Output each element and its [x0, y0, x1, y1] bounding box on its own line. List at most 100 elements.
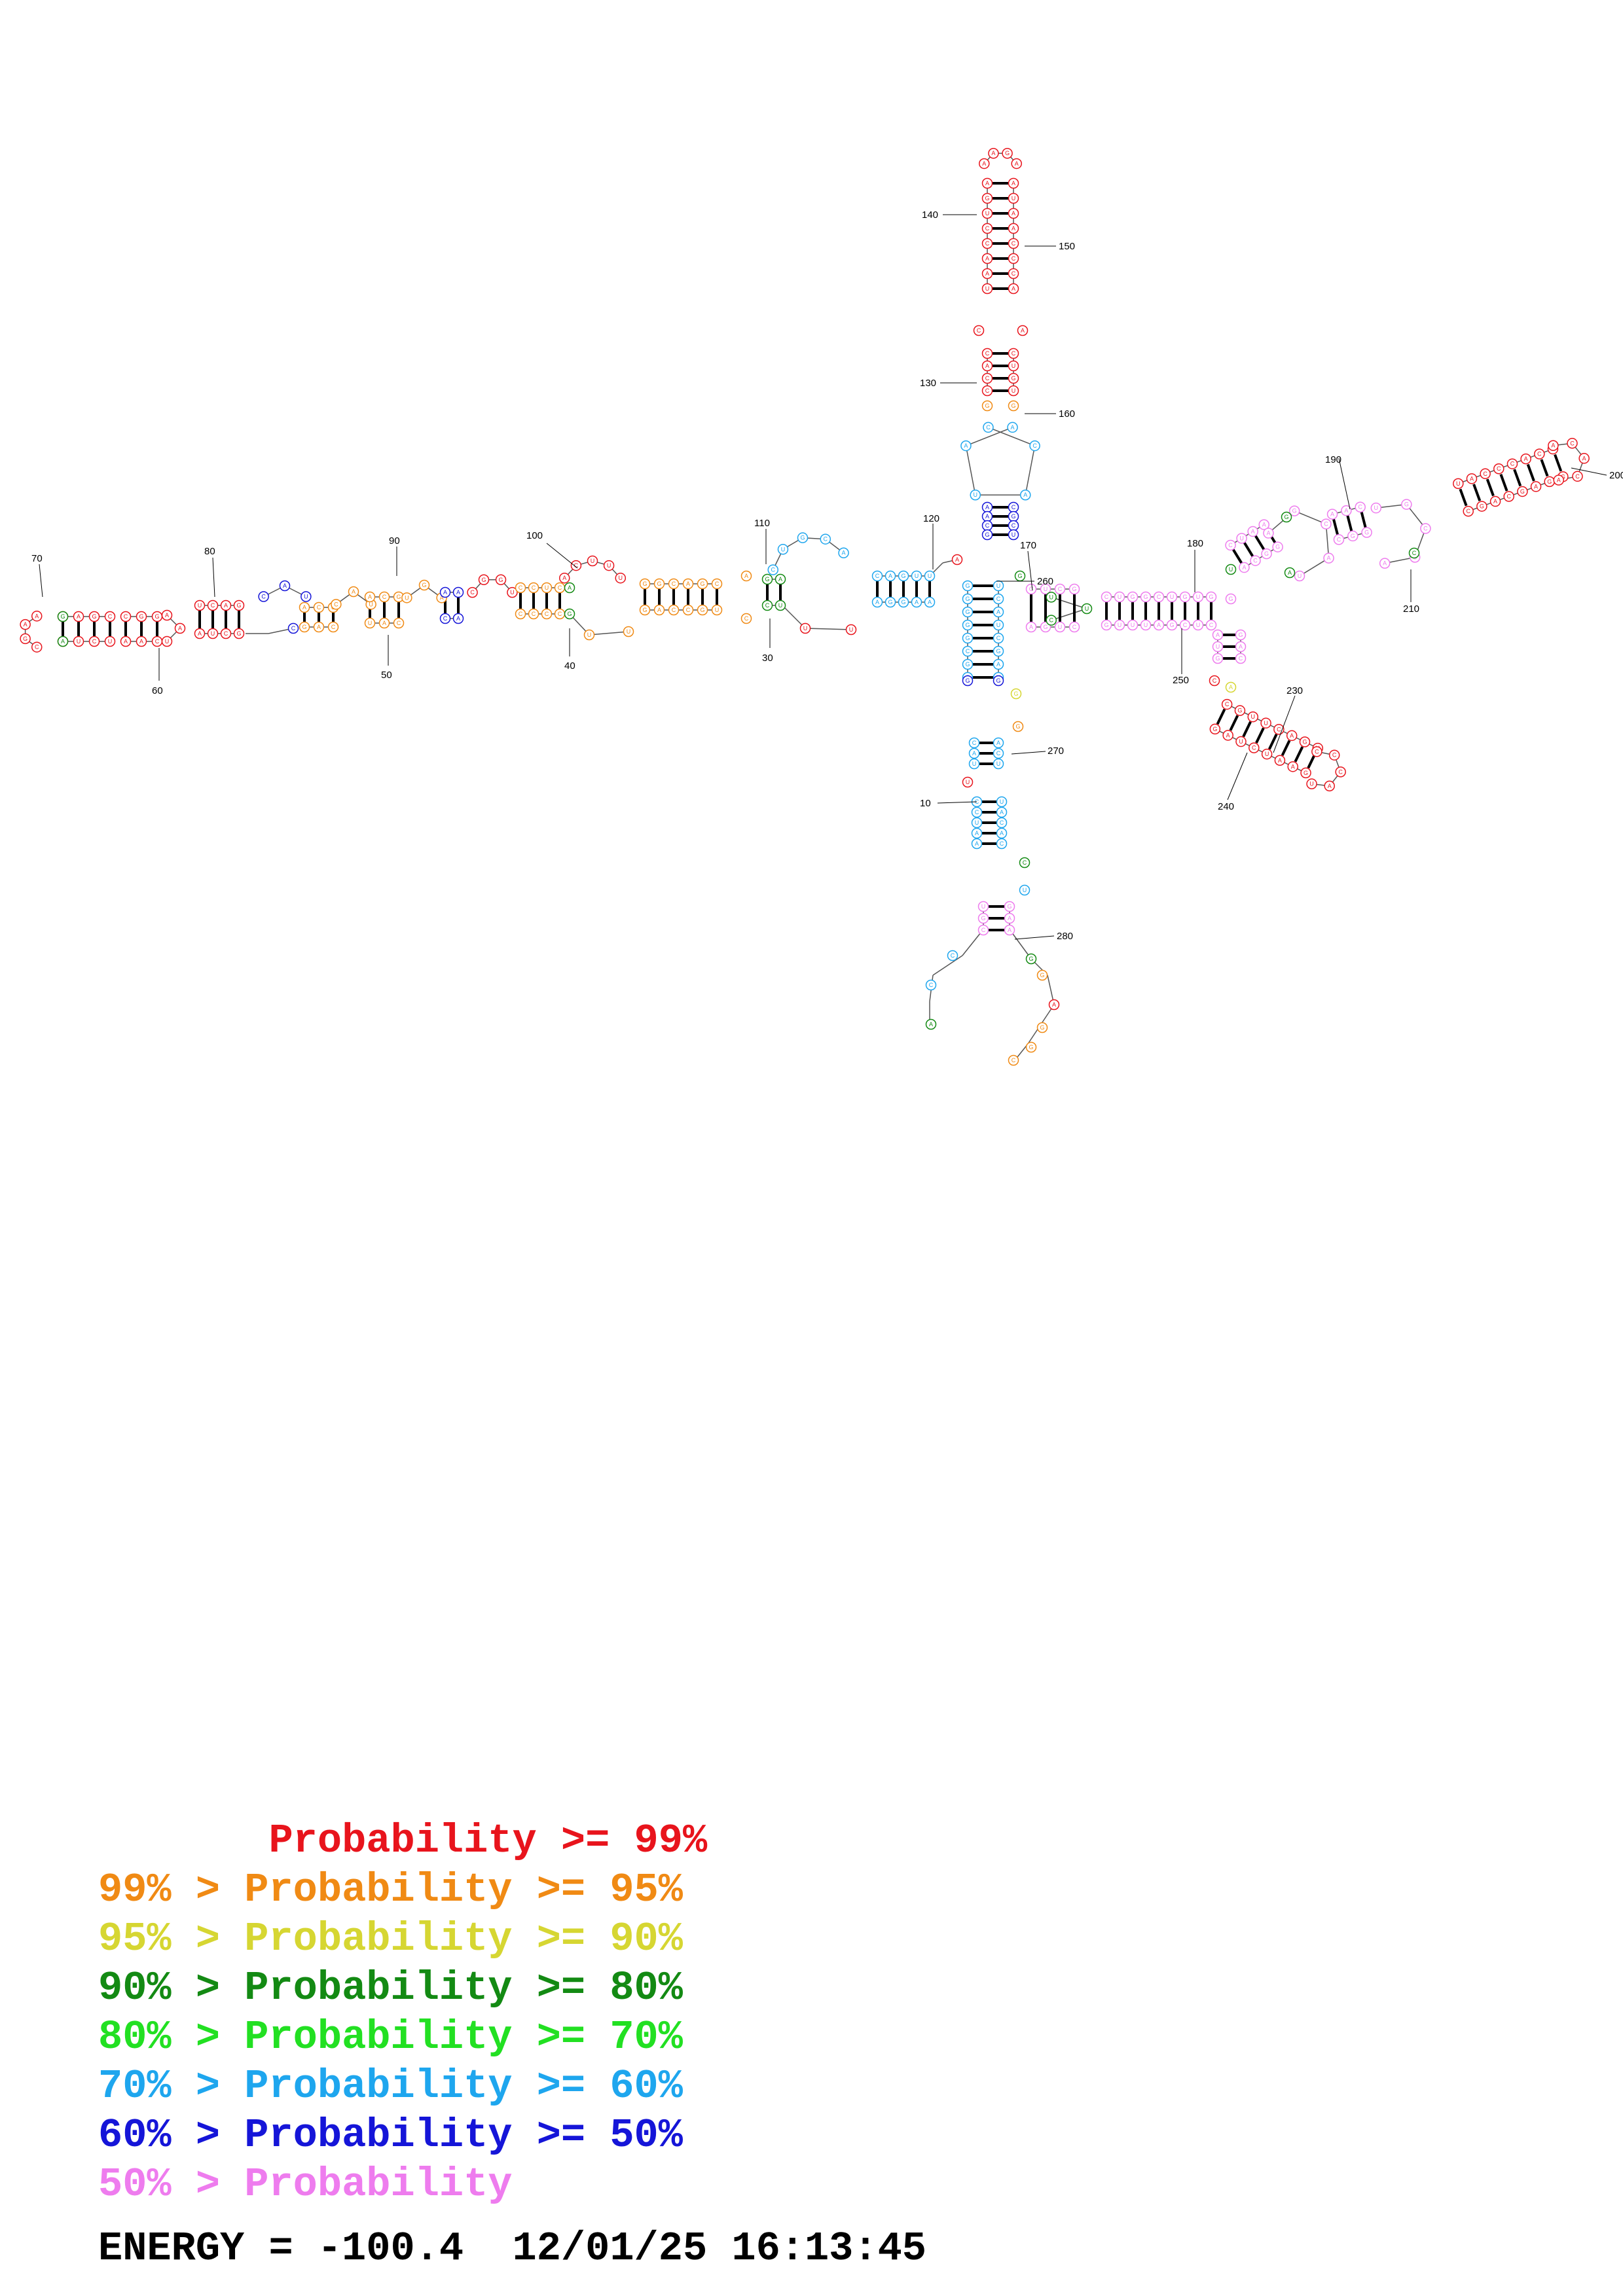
svg-text:U: U	[1118, 594, 1122, 600]
svg-text:A: A	[1278, 757, 1282, 764]
svg-text:A: A	[929, 1021, 933, 1028]
svg-text:G: G	[1215, 655, 1220, 662]
position-label: 280	[1057, 931, 1073, 942]
nucleotide: A	[20, 619, 31, 630]
svg-text:G: G	[396, 594, 401, 600]
svg-text:A: A	[778, 576, 782, 583]
svg-text:C: C	[558, 611, 562, 617]
svg-text:A: A	[1524, 456, 1528, 462]
nucleotide: A	[960, 440, 972, 452]
svg-text:C: C	[1209, 622, 1214, 628]
nucleotide: U	[711, 604, 723, 616]
svg-text:A: A	[1383, 560, 1387, 567]
svg-text:U: U	[1216, 643, 1220, 650]
svg-text:U: U	[211, 630, 215, 637]
svg-text:U: U	[1196, 594, 1201, 600]
nucleotide: A	[1025, 621, 1037, 633]
svg-text:G: G	[981, 915, 985, 922]
base-pair-bond	[1332, 518, 1339, 535]
svg-text:G: G	[985, 403, 989, 409]
nucleotide: G	[1401, 499, 1412, 510]
nucleotide: G	[1101, 619, 1112, 631]
svg-text:U: U	[1012, 363, 1016, 369]
nucleotide: C	[1025, 583, 1037, 595]
svg-text:C: C	[519, 584, 523, 591]
nucleotide: A	[682, 578, 694, 590]
nucleotide: A	[925, 1018, 937, 1030]
svg-text:C: C	[977, 327, 981, 334]
legend-text: Probability >= 60%	[244, 2063, 683, 2109]
nucleotide: C	[1463, 505, 1474, 517]
nucleotide: A	[1239, 562, 1250, 573]
nucleotide: C	[1333, 534, 1345, 545]
nucleotide: U	[1453, 478, 1464, 490]
nucleotide: A	[1212, 629, 1224, 641]
nucleotide: A	[564, 582, 575, 594]
svg-text:C: C	[470, 589, 475, 596]
nucleotide: U	[1260, 717, 1271, 729]
nucleotide: G	[1347, 530, 1359, 542]
svg-text:A: A	[1288, 569, 1292, 576]
svg-text:U: U	[198, 602, 202, 609]
svg-text:U: U	[510, 589, 515, 596]
nucleotide: G	[495, 574, 507, 586]
position-label: 140	[922, 209, 938, 221]
svg-text:C: C	[108, 613, 113, 620]
svg-text:C: C	[1012, 255, 1016, 262]
svg-text:G: G	[985, 195, 989, 202]
svg-text:A: A	[1551, 442, 1555, 449]
svg-text:C: C	[951, 952, 955, 959]
svg-text:G: G	[1017, 573, 1022, 579]
svg-text:G: G	[965, 622, 970, 628]
nucleotide: G	[151, 611, 163, 622]
nucleotide: C	[220, 628, 232, 639]
nucleotide: C	[515, 608, 526, 620]
probability-legend: Probability >= 99% 99% > Probability >= 9…	[98, 1816, 707, 2209]
nucleotide: C	[1335, 766, 1346, 778]
nucleotide: C	[258, 591, 269, 602]
svg-text:G: G	[1302, 739, 1307, 745]
nucleotide: C	[668, 578, 680, 590]
svg-text:U: U	[1012, 387, 1016, 394]
nucleotide: G	[981, 400, 993, 412]
nucleotide: C	[1221, 698, 1233, 710]
svg-text:U: U	[619, 575, 623, 581]
nucleotide: A	[313, 621, 325, 633]
position-label: 190	[1325, 454, 1341, 465]
nucleotide: G	[1361, 527, 1372, 538]
svg-text:G: G	[965, 583, 970, 589]
position-label: 260	[1037, 576, 1053, 587]
nucleotide: G	[962, 658, 974, 670]
nucleotide: A	[1007, 422, 1018, 433]
nucleotide: G	[898, 596, 909, 608]
svg-text:A: A	[1023, 492, 1027, 498]
nucleotide: C	[740, 613, 752, 624]
svg-text:G: G	[1228, 596, 1233, 602]
svg-text:G: G	[567, 611, 572, 617]
svg-text:C: C	[1012, 270, 1016, 277]
nucleotide: C	[313, 601, 325, 613]
nucleotide: A	[981, 253, 993, 264]
energy-readout: ENERGY = -100.4 12/01/25 16:13:45	[98, 2225, 927, 2272]
nucleotide: G	[1544, 476, 1555, 488]
legend-prefix: 95% >	[98, 1916, 245, 1962]
nucleotide: C	[1019, 857, 1030, 869]
svg-text:U: U	[368, 620, 373, 626]
svg-text:G: G	[996, 648, 1000, 655]
svg-text:U: U	[77, 638, 81, 645]
nucleotide: U	[993, 619, 1004, 631]
position-label: 90	[389, 535, 400, 547]
nucleotide: A	[924, 596, 936, 608]
position-label: 30	[762, 653, 773, 664]
svg-text:A: A	[888, 573, 892, 579]
nucleotide: U	[104, 636, 116, 647]
svg-text:C: C	[1506, 493, 1511, 500]
legend-row: 95% > Probability >= 90%	[98, 1914, 707, 1964]
nucleotide: G	[20, 633, 31, 645]
nucleotide: C	[981, 238, 993, 249]
svg-text:G: G	[1011, 513, 1015, 520]
svg-text:A: A	[975, 830, 979, 836]
nucleotide: G	[884, 596, 896, 608]
nucleotide: A	[740, 570, 752, 582]
svg-text:C: C	[92, 638, 97, 645]
